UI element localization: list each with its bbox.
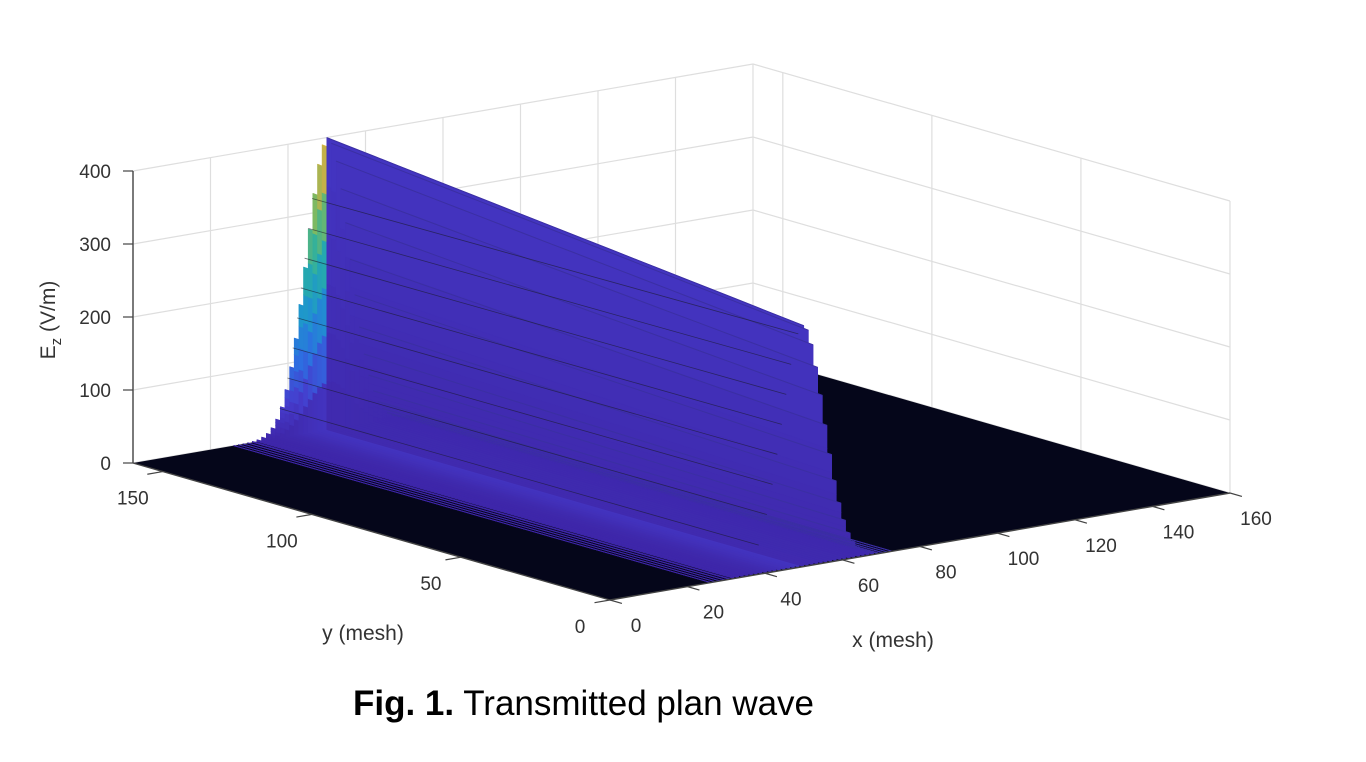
x-tick-mark — [609, 599, 623, 605]
x-tick-mark — [842, 559, 855, 564]
figure-caption: Fig. 1. Transmitted plan wave — [353, 684, 814, 723]
y-axis-label: y (mesh) — [322, 622, 404, 645]
z-tick-label: 100 — [79, 381, 111, 402]
axes-lines — [123, 170, 1243, 605]
x-tick-mark — [764, 572, 778, 578]
y-axis-line — [132, 462, 611, 601]
tick-labels: 0 20 40 60 80 100 120 140 160 0 50 100 150 0 100 200 300… — [79, 162, 1272, 638]
wave-contour-line — [311, 198, 799, 335]
y-tick-label: 0 — [575, 617, 586, 638]
wave-surface-edge — [331, 142, 809, 331]
z-tick-label: 0 — [100, 454, 111, 475]
grid-line-z — [132, 63, 1231, 202]
z-tick-label: 300 — [79, 235, 111, 256]
wave-surface-edge — [396, 415, 874, 554]
y-tick-label: 50 — [420, 574, 441, 595]
wave-contour-line — [292, 347, 773, 485]
y-tick-label: 150 — [117, 489, 149, 510]
x-tick-mark — [1152, 505, 1165, 511]
y-tick-mark — [445, 556, 462, 561]
x-tick-label: 20 — [703, 603, 724, 624]
wave-contour-line — [304, 257, 787, 395]
z-axis-label: Ez (V/m) — [37, 281, 65, 360]
x-tick-mark — [1229, 492, 1243, 498]
wave-surface-edge — [326, 137, 804, 327]
wave-surface-edge — [349, 258, 828, 426]
wave-surface-edge — [373, 390, 851, 534]
z-tick-label: 400 — [79, 162, 111, 183]
y-tick-label: 100 — [266, 531, 298, 552]
wave-surface-edge — [233, 445, 711, 584]
z-tick-label: 200 — [79, 308, 111, 329]
wave-contour-line — [300, 287, 782, 425]
y-tick-mark — [594, 599, 611, 604]
x-tick-mark — [919, 545, 933, 551]
wave-surface-edge — [359, 326, 837, 482]
x-tick-mark — [1074, 519, 1088, 524]
wave-contour-line — [279, 408, 759, 546]
wave-surface-edge — [345, 222, 823, 396]
z-axis-label-sub: z — [48, 338, 65, 346]
x-tick-label: 100 — [1008, 549, 1040, 570]
wave-surface-edge — [252, 441, 730, 580]
wave-surface-edge — [256, 439, 735, 578]
wave-surface-edge — [340, 188, 818, 368]
wave-contour-line — [296, 317, 778, 455]
x-tick-mark — [687, 586, 700, 591]
wave-surface-edge — [405, 415, 883, 554]
x-tick-label: 160 — [1240, 509, 1272, 530]
wave-surface-edge — [410, 414, 888, 553]
wave-contour-line — [287, 377, 767, 515]
x-tick-mark — [997, 532, 1010, 538]
x-tick-label: 80 — [935, 563, 956, 584]
x-tick-label: 140 — [1163, 522, 1195, 543]
y-tick-mark — [296, 513, 312, 518]
wave-surface-edge — [242, 443, 721, 582]
wave-surface — [233, 137, 893, 584]
wave-surface-edge — [335, 160, 814, 346]
figure-caption-text: Transmitted plan wave — [454, 684, 814, 723]
wave-surface-edge — [368, 374, 846, 521]
z-axis-label-unit: (V/m) — [37, 281, 60, 338]
x-tick-label: 40 — [780, 589, 801, 610]
wave-surface-edge — [354, 294, 832, 456]
y-tick-mark — [147, 470, 163, 475]
wave-surface-edge — [401, 415, 879, 554]
x-tick-label: 60 — [858, 576, 879, 597]
wave-surface-edge — [247, 442, 725, 581]
x-tick-label: 120 — [1085, 536, 1117, 557]
wave-surface-edge — [238, 444, 716, 583]
x-tick-label: 0 — [631, 616, 642, 637]
wave-surface-edge — [363, 353, 842, 504]
x-axis-label: x (mesh) — [852, 629, 934, 652]
figure-caption-label: Fig. 1. — [353, 684, 454, 723]
z-axis-label-main: E — [37, 345, 60, 359]
wave-contour-line — [308, 227, 792, 365]
